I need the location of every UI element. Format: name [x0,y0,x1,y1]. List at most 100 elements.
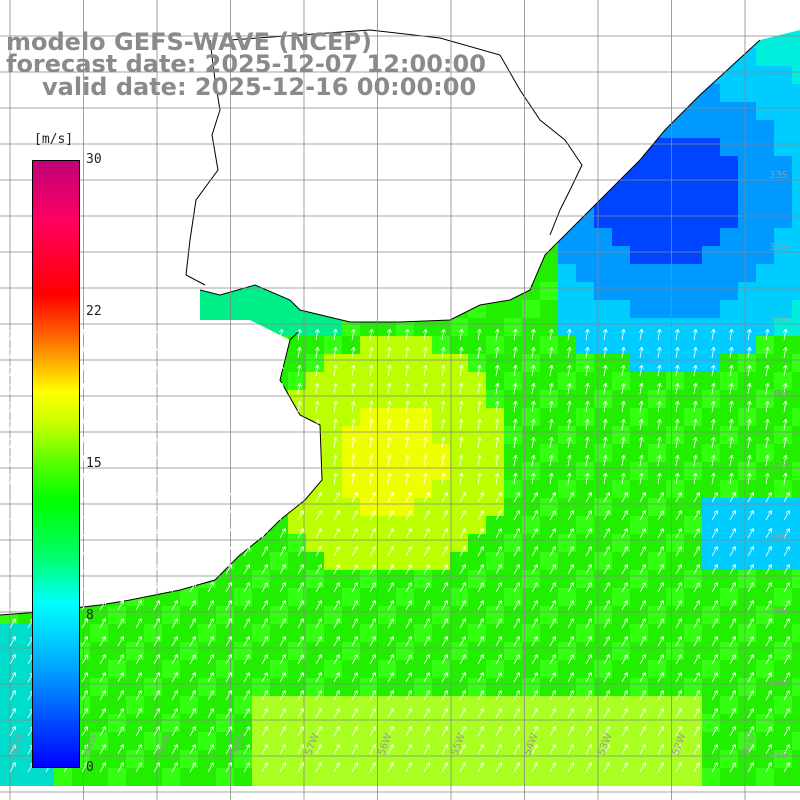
wind-arrow [710,436,716,449]
wind-cell [756,354,774,372]
wind-arrow [207,726,214,737]
wind-arrow [9,582,16,593]
wind-arrow [189,654,196,665]
wind-arrow [9,762,16,773]
wind-arrow [117,528,124,539]
wind-cell [666,426,684,444]
wind-arrow [297,654,304,665]
wind-arrow [693,618,700,629]
wind-arrow [639,762,646,773]
wind-arrow [513,582,520,593]
wind-arrow [441,510,448,521]
wind-cell [504,408,522,426]
wind-arrow [747,582,754,593]
wind-arrow [530,364,536,377]
wind-arrow [585,708,592,719]
wind-cell [576,246,594,264]
wind-arrow [260,454,266,467]
wind-arrow [278,418,284,431]
wind-cell [792,138,800,156]
wind-cell [792,120,800,138]
wind-arrow [116,400,122,413]
wind-cell [630,390,648,408]
wind-arrow [638,436,644,449]
wind-cell [666,408,684,426]
wind-arrow [657,690,664,701]
wind-arrow [476,328,482,341]
wind-arrow [476,382,482,395]
wind-arrow [278,364,284,377]
wind-arrow [242,418,248,431]
wind-arrow [513,744,520,755]
wind-arrow [225,546,232,557]
wind-arrow [459,726,466,737]
wind-cell [756,462,774,480]
wind-arrow [351,744,358,755]
wind-arrow [404,454,410,467]
wind-arrow [530,472,536,485]
wind-arrow [116,382,122,395]
wind-arrow [9,618,16,629]
wind-cell [792,624,800,642]
wind-arrow [387,528,394,539]
wind-arrow [405,636,412,647]
wind-cell [666,318,684,336]
wind-arrow [279,564,286,575]
wind-cell [756,390,774,408]
wind-arrow [153,744,160,755]
wind-cell [594,462,612,480]
wind-arrow [81,744,88,755]
wind-cell [306,336,324,354]
wind-cell [612,390,630,408]
wind-arrow [243,654,250,665]
wind-arrow [206,454,212,467]
wind-cell [630,336,648,354]
wind-cell [684,444,702,462]
wind-arrow [405,564,412,575]
wind-cell [576,282,594,300]
wind-arrow [368,418,374,431]
wind-arrow [279,492,286,503]
wind-cell [558,264,576,282]
wind-arrow [135,636,142,647]
wind-arrow [477,636,484,647]
wind-arrow [189,762,196,773]
wind-cell [702,174,720,192]
wind-arrow [621,528,628,539]
wind-cell [756,174,774,192]
wind-cell [792,372,800,390]
wind-cell [702,426,720,444]
wind-arrow [261,636,268,647]
wind-cell [774,768,792,786]
wind-arrow [116,418,122,431]
wind-arrow [783,708,790,719]
wind-cell [648,264,666,282]
wind-cell [522,768,540,786]
wind-cell [360,462,378,480]
wind-arrow [675,654,682,665]
wind-arrow [548,346,554,359]
wind-arrow [549,690,556,701]
wind-arrow [387,510,394,521]
wind-cell [774,228,792,246]
wind-cell [342,768,360,786]
wind-arrow [98,472,104,485]
wind-cell [306,318,324,336]
wind-cell [702,336,720,354]
wind-arrow [675,528,682,539]
wind-arrow [729,690,736,701]
wind-arrow [135,690,142,701]
wind-cell [414,336,432,354]
wind-arrow [674,472,680,485]
wind-arrow [728,418,734,431]
wind-arrow [117,636,124,647]
wind-arrow [423,672,430,683]
wind-arrow [692,472,698,485]
wind-cell [414,354,432,372]
wind-arrow [513,690,520,701]
wind-arrow [350,364,356,377]
wind-cell [378,444,396,462]
wind-arrow [369,510,376,521]
wind-arrow [603,708,610,719]
wind-arrow [783,762,790,773]
